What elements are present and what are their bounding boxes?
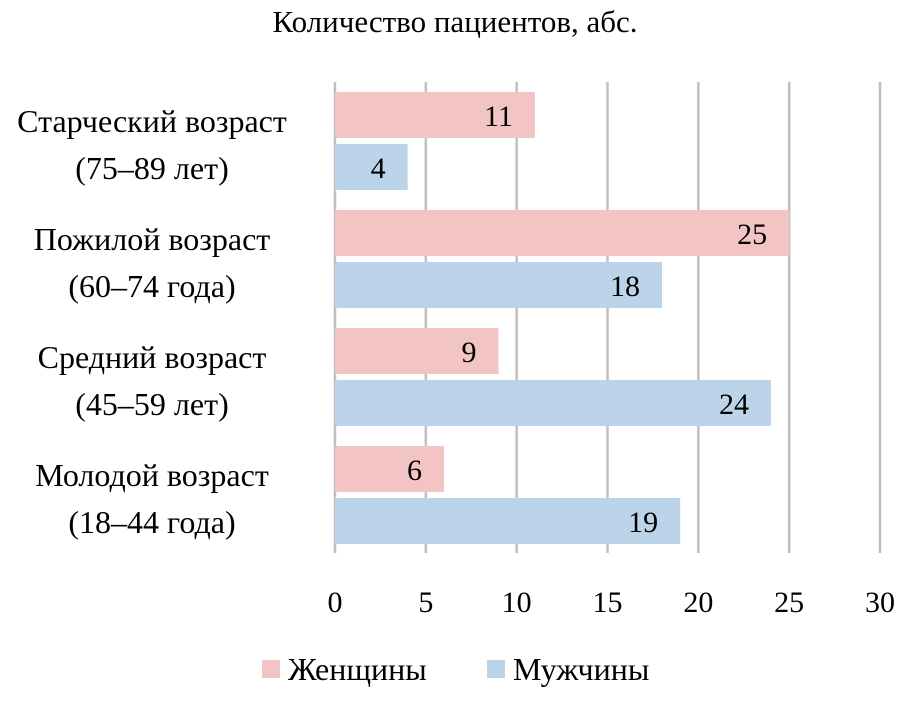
data-label: 6 [407,454,422,487]
x-tick-label: 30 [865,586,895,619]
category-label: (18–44 года) [68,504,235,540]
data-label: 24 [719,388,749,421]
legend-label: Женщины [288,651,427,687]
legend: Женщины Мужчины [262,651,649,687]
category-label: (45–59 лет) [75,386,228,422]
data-label: 11 [484,100,513,133]
bar [335,328,499,374]
x-tick-label: 15 [593,586,623,619]
x-tick-label: 0 [328,586,343,619]
x-tick-label: 25 [774,586,804,619]
bar [335,380,771,426]
bar [335,446,444,492]
legend-swatch [262,660,280,678]
bar [335,144,408,190]
x-tick-label: 10 [502,586,532,619]
category-labels: Старческий возраст (75–89 лет) Пожилой воз… [17,103,287,540]
x-tick-label: 20 [683,586,713,619]
category-label: Пожилой возраст [34,221,271,257]
category-label: Молодой возраст [35,457,269,493]
data-label: 4 [371,152,386,185]
category-label: (60–74 года) [68,268,235,304]
chart-title: Количество пациентов, абс. [272,4,637,39]
data-labels: 11 4 25 18 9 24 6 19 [371,100,768,539]
data-label: 19 [628,506,658,539]
category-label: (75–89 лет) [75,150,228,186]
gridlines [333,82,882,553]
legend-swatch [487,660,505,678]
category-label: Средний возраст [38,339,267,375]
legend-label: Мужчины [513,651,649,687]
category-label: Старческий возраст [17,103,287,139]
data-label: 9 [462,336,477,369]
bar [335,210,790,256]
bar [335,262,662,308]
bar [335,92,535,138]
data-label: 25 [737,218,767,251]
bar [335,498,681,544]
x-axis-ticks: 0 5 10 15 20 25 30 [328,586,896,619]
bars [335,92,790,544]
data-label: 18 [610,270,640,303]
x-tick-label: 5 [418,586,433,619]
